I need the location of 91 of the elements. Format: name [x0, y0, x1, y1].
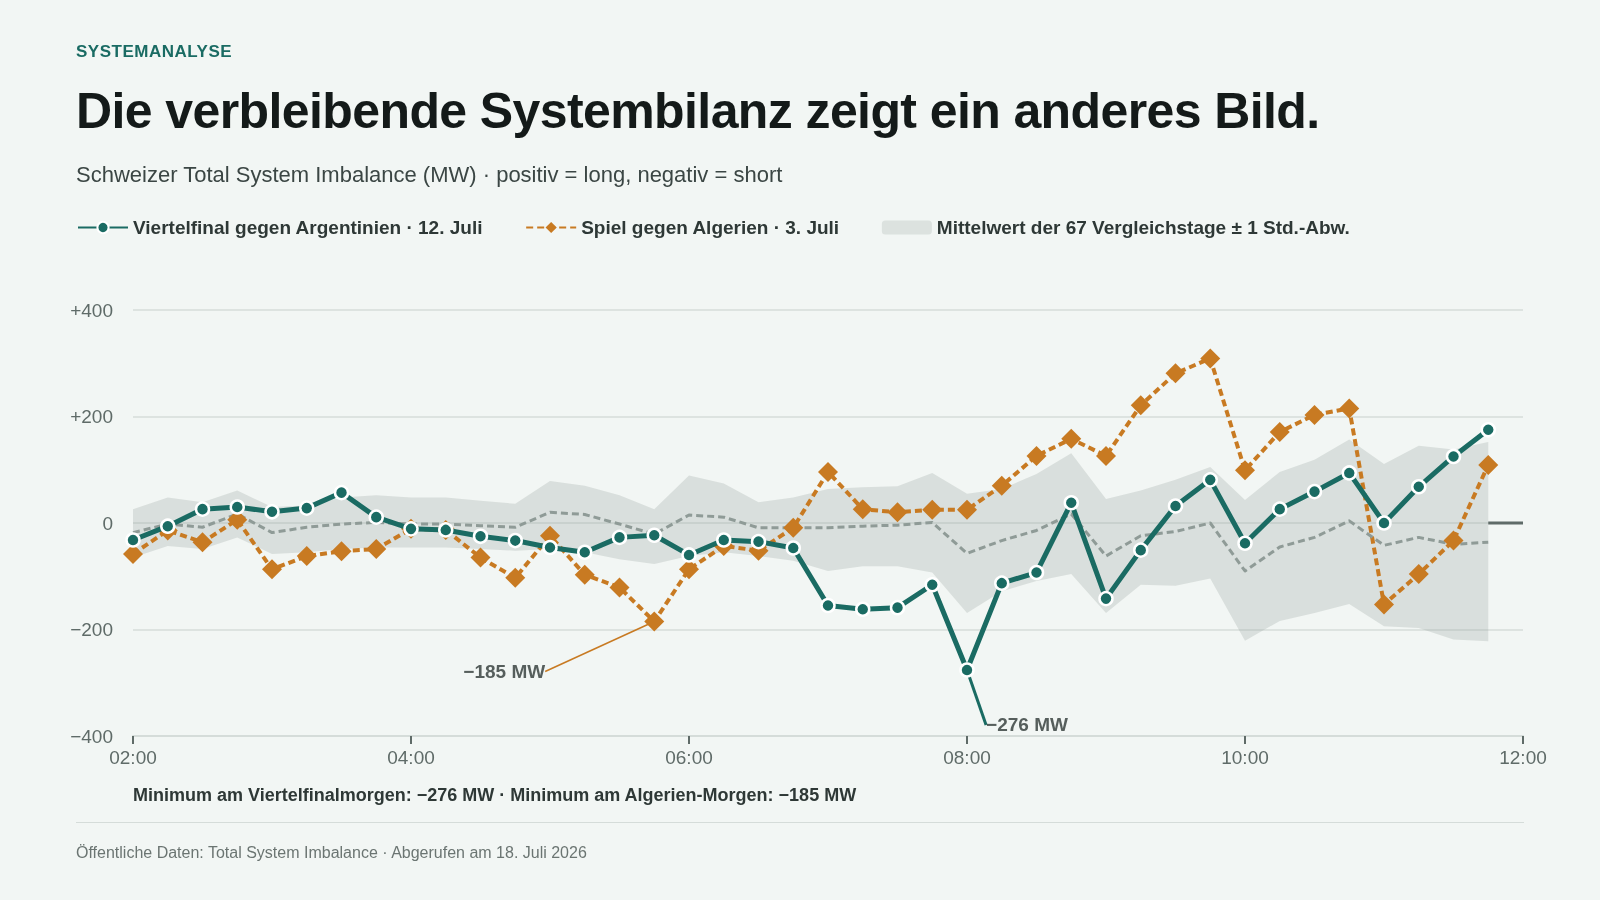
y-tick-label: −200 [70, 619, 113, 640]
point [1061, 428, 1082, 449]
point [922, 499, 943, 520]
point [194, 501, 211, 517]
point [1443, 530, 1464, 551]
point [1063, 495, 1079, 511]
point [1202, 472, 1218, 488]
point [1304, 404, 1325, 425]
point [820, 597, 836, 614]
point [1478, 454, 1499, 475]
point [299, 500, 315, 516]
point [959, 662, 975, 678]
chart-title: Die verbleibende Systembilanz zeigt ein anderes Bild. [76, 82, 1320, 140]
point [331, 541, 352, 562]
point [577, 544, 593, 561]
annotation: −185 MW [463, 661, 546, 683]
legend-label: Mittelwert der 67 Vergleichstage ± 1 Std.-Abw. [936, 217, 1350, 238]
point [1480, 422, 1496, 438]
y-tick-label: 0 [102, 512, 113, 534]
point [1028, 564, 1045, 581]
point [889, 599, 906, 616]
annotation: −276 MW [986, 714, 1068, 736]
y-tick-label: −400 [70, 725, 113, 747]
point [646, 527, 662, 543]
y-tick-label: +400 [70, 299, 113, 321]
point [262, 559, 282, 580]
point [887, 502, 908, 523]
point [229, 499, 245, 515]
point [1237, 535, 1253, 551]
point [1339, 398, 1360, 419]
point [1411, 479, 1427, 495]
point [611, 529, 628, 546]
point [1376, 515, 1392, 531]
point [1098, 590, 1114, 607]
point [296, 546, 317, 567]
x-tick-label: 08:00 [943, 747, 991, 768]
point [1235, 460, 1255, 481]
legend-label: Spiel gegen Algerien · 3. Juli [581, 217, 840, 238]
point [681, 547, 697, 563]
legend-label: Viertelfinal gegen Argentinien · 12. Juli [133, 217, 483, 238]
chart-subtitle: Schweizer Total System Imbalance (MW) · positiv = long, negativ = short [76, 162, 783, 188]
point [125, 532, 141, 548]
point [716, 532, 732, 548]
y-tick-label: +200 [70, 406, 113, 427]
point [1341, 465, 1357, 481]
point [366, 539, 387, 560]
point [1408, 564, 1429, 585]
point [1096, 445, 1116, 466]
x-tick-label: 04:00 [387, 747, 435, 768]
point [542, 539, 558, 556]
point [609, 577, 630, 598]
point [1445, 448, 1462, 465]
point [192, 532, 213, 553]
point [1026, 445, 1047, 466]
point [957, 499, 977, 520]
point [507, 532, 523, 549]
point [472, 528, 489, 545]
x-tick-label: 10:00 [1221, 747, 1269, 768]
x-tick-label: 12:00 [1499, 747, 1547, 768]
point [1200, 348, 1221, 369]
point [644, 611, 665, 632]
point [1130, 395, 1151, 416]
point [1269, 421, 1290, 442]
point [264, 504, 280, 520]
text: Öffentliche Daten: Total System Imbalance · Abgerufen am 18. Juli 2026 [76, 844, 587, 862]
point [1374, 594, 1394, 615]
text: SYSTEMANALYSE [76, 42, 233, 62]
point [574, 564, 595, 585]
x-tick-label: 06:00 [665, 747, 713, 768]
point [783, 517, 804, 538]
text: Minimum am Viertelfinalmorgen: −276 MW · Minimum am Algerien-Morgen: −185 MW [133, 785, 857, 806]
point [785, 540, 801, 556]
point [1167, 498, 1184, 514]
point [991, 475, 1012, 496]
point [924, 577, 940, 593]
point [368, 509, 384, 525]
point [1306, 483, 1323, 500]
point [505, 567, 526, 588]
point [470, 547, 491, 568]
point [1133, 542, 1149, 558]
x-tick-label: 02:00 [109, 747, 157, 768]
point [1272, 501, 1288, 517]
point [818, 461, 838, 482]
point [679, 559, 699, 580]
point [994, 575, 1010, 591]
point [855, 601, 871, 618]
point [333, 484, 350, 501]
point [1165, 363, 1186, 384]
point [160, 518, 176, 534]
point [750, 533, 767, 550]
point [852, 499, 873, 520]
